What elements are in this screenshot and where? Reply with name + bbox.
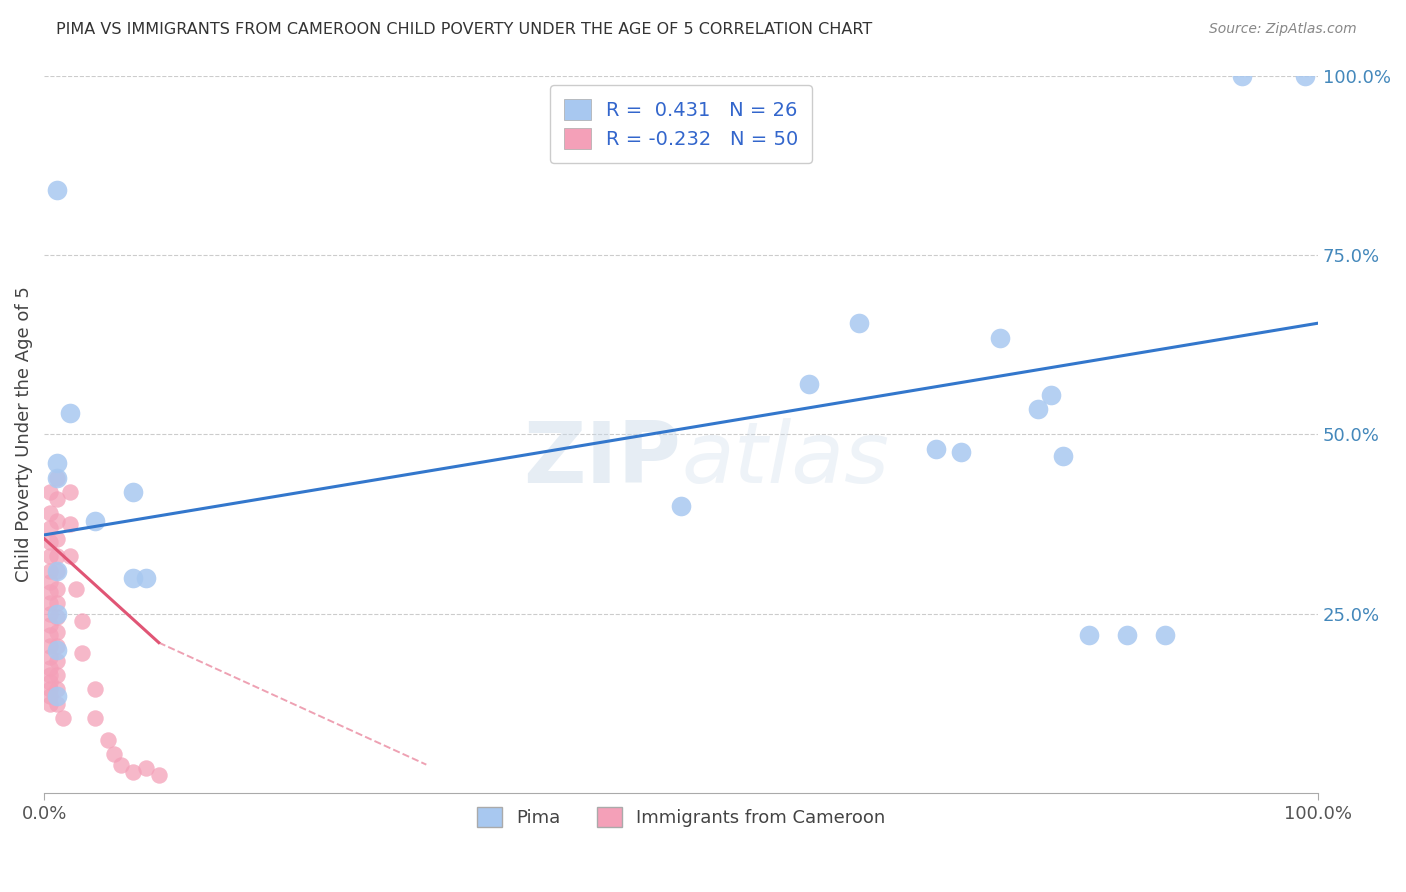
Point <box>45 668 67 682</box>
Point <box>1154 628 1177 642</box>
Point <box>45 549 67 564</box>
Point <box>110 757 132 772</box>
Point <box>39 682 62 697</box>
Point <box>103 747 125 761</box>
Point <box>45 610 67 624</box>
Point <box>45 564 67 578</box>
Point <box>39 484 62 499</box>
Text: ZIP: ZIP <box>523 418 681 501</box>
Point <box>45 532 67 546</box>
Point <box>1039 388 1062 402</box>
Point <box>84 711 107 725</box>
Point <box>1294 69 1316 83</box>
Point <box>58 549 80 564</box>
Y-axis label: Child Poverty Under the Age of 5: Child Poverty Under the Age of 5 <box>15 286 32 582</box>
Point <box>45 697 67 711</box>
Point <box>39 617 62 632</box>
Point <box>45 607 67 621</box>
Point <box>39 668 62 682</box>
Point <box>135 761 157 775</box>
Point <box>58 406 80 420</box>
Point <box>45 470 67 484</box>
Point <box>39 690 62 704</box>
Point <box>39 521 62 535</box>
Point <box>39 661 62 675</box>
Point <box>72 614 94 628</box>
Point <box>45 564 67 578</box>
Point <box>45 682 67 697</box>
Point <box>122 571 145 585</box>
Point <box>45 514 67 528</box>
Point <box>39 607 62 621</box>
Point <box>39 697 62 711</box>
Point <box>45 582 67 596</box>
Point <box>84 682 107 697</box>
Point <box>72 646 94 660</box>
Point <box>45 183 67 197</box>
Point <box>122 764 145 779</box>
Point <box>84 514 107 528</box>
Point <box>1052 449 1074 463</box>
Point <box>45 491 67 506</box>
Point <box>1230 69 1253 83</box>
Point <box>39 639 62 653</box>
Text: Source: ZipAtlas.com: Source: ZipAtlas.com <box>1209 22 1357 37</box>
Point <box>148 768 170 782</box>
Point <box>65 582 87 596</box>
Point <box>45 470 67 484</box>
Legend: Pima, Immigrants from Cameroon: Pima, Immigrants from Cameroon <box>470 800 893 835</box>
Point <box>39 507 62 521</box>
Text: atlas: atlas <box>681 418 889 501</box>
Point <box>39 650 62 665</box>
Point <box>39 585 62 599</box>
Point <box>988 330 1011 344</box>
Point <box>39 564 62 578</box>
Point <box>45 690 67 704</box>
Point <box>39 628 62 642</box>
Point <box>45 639 67 653</box>
Point <box>45 456 67 470</box>
Point <box>39 535 62 549</box>
Point <box>45 624 67 639</box>
Point <box>39 549 62 564</box>
Point <box>58 517 80 532</box>
Point <box>797 377 820 392</box>
Point <box>52 711 75 725</box>
Point <box>1116 628 1139 642</box>
Point <box>39 596 62 610</box>
Point <box>1026 402 1049 417</box>
Point <box>45 596 67 610</box>
Point <box>122 484 145 499</box>
Point <box>39 574 62 589</box>
Point <box>925 442 948 456</box>
Point <box>669 500 692 514</box>
Point <box>45 654 67 668</box>
Point <box>950 445 973 459</box>
Point <box>39 675 62 690</box>
Point <box>1077 628 1099 642</box>
Point <box>135 571 157 585</box>
Point <box>97 732 120 747</box>
Point <box>58 484 80 499</box>
Point <box>848 316 870 330</box>
Point <box>45 642 67 657</box>
Text: PIMA VS IMMIGRANTS FROM CAMEROON CHILD POVERTY UNDER THE AGE OF 5 CORRELATION CH: PIMA VS IMMIGRANTS FROM CAMEROON CHILD P… <box>56 22 873 37</box>
